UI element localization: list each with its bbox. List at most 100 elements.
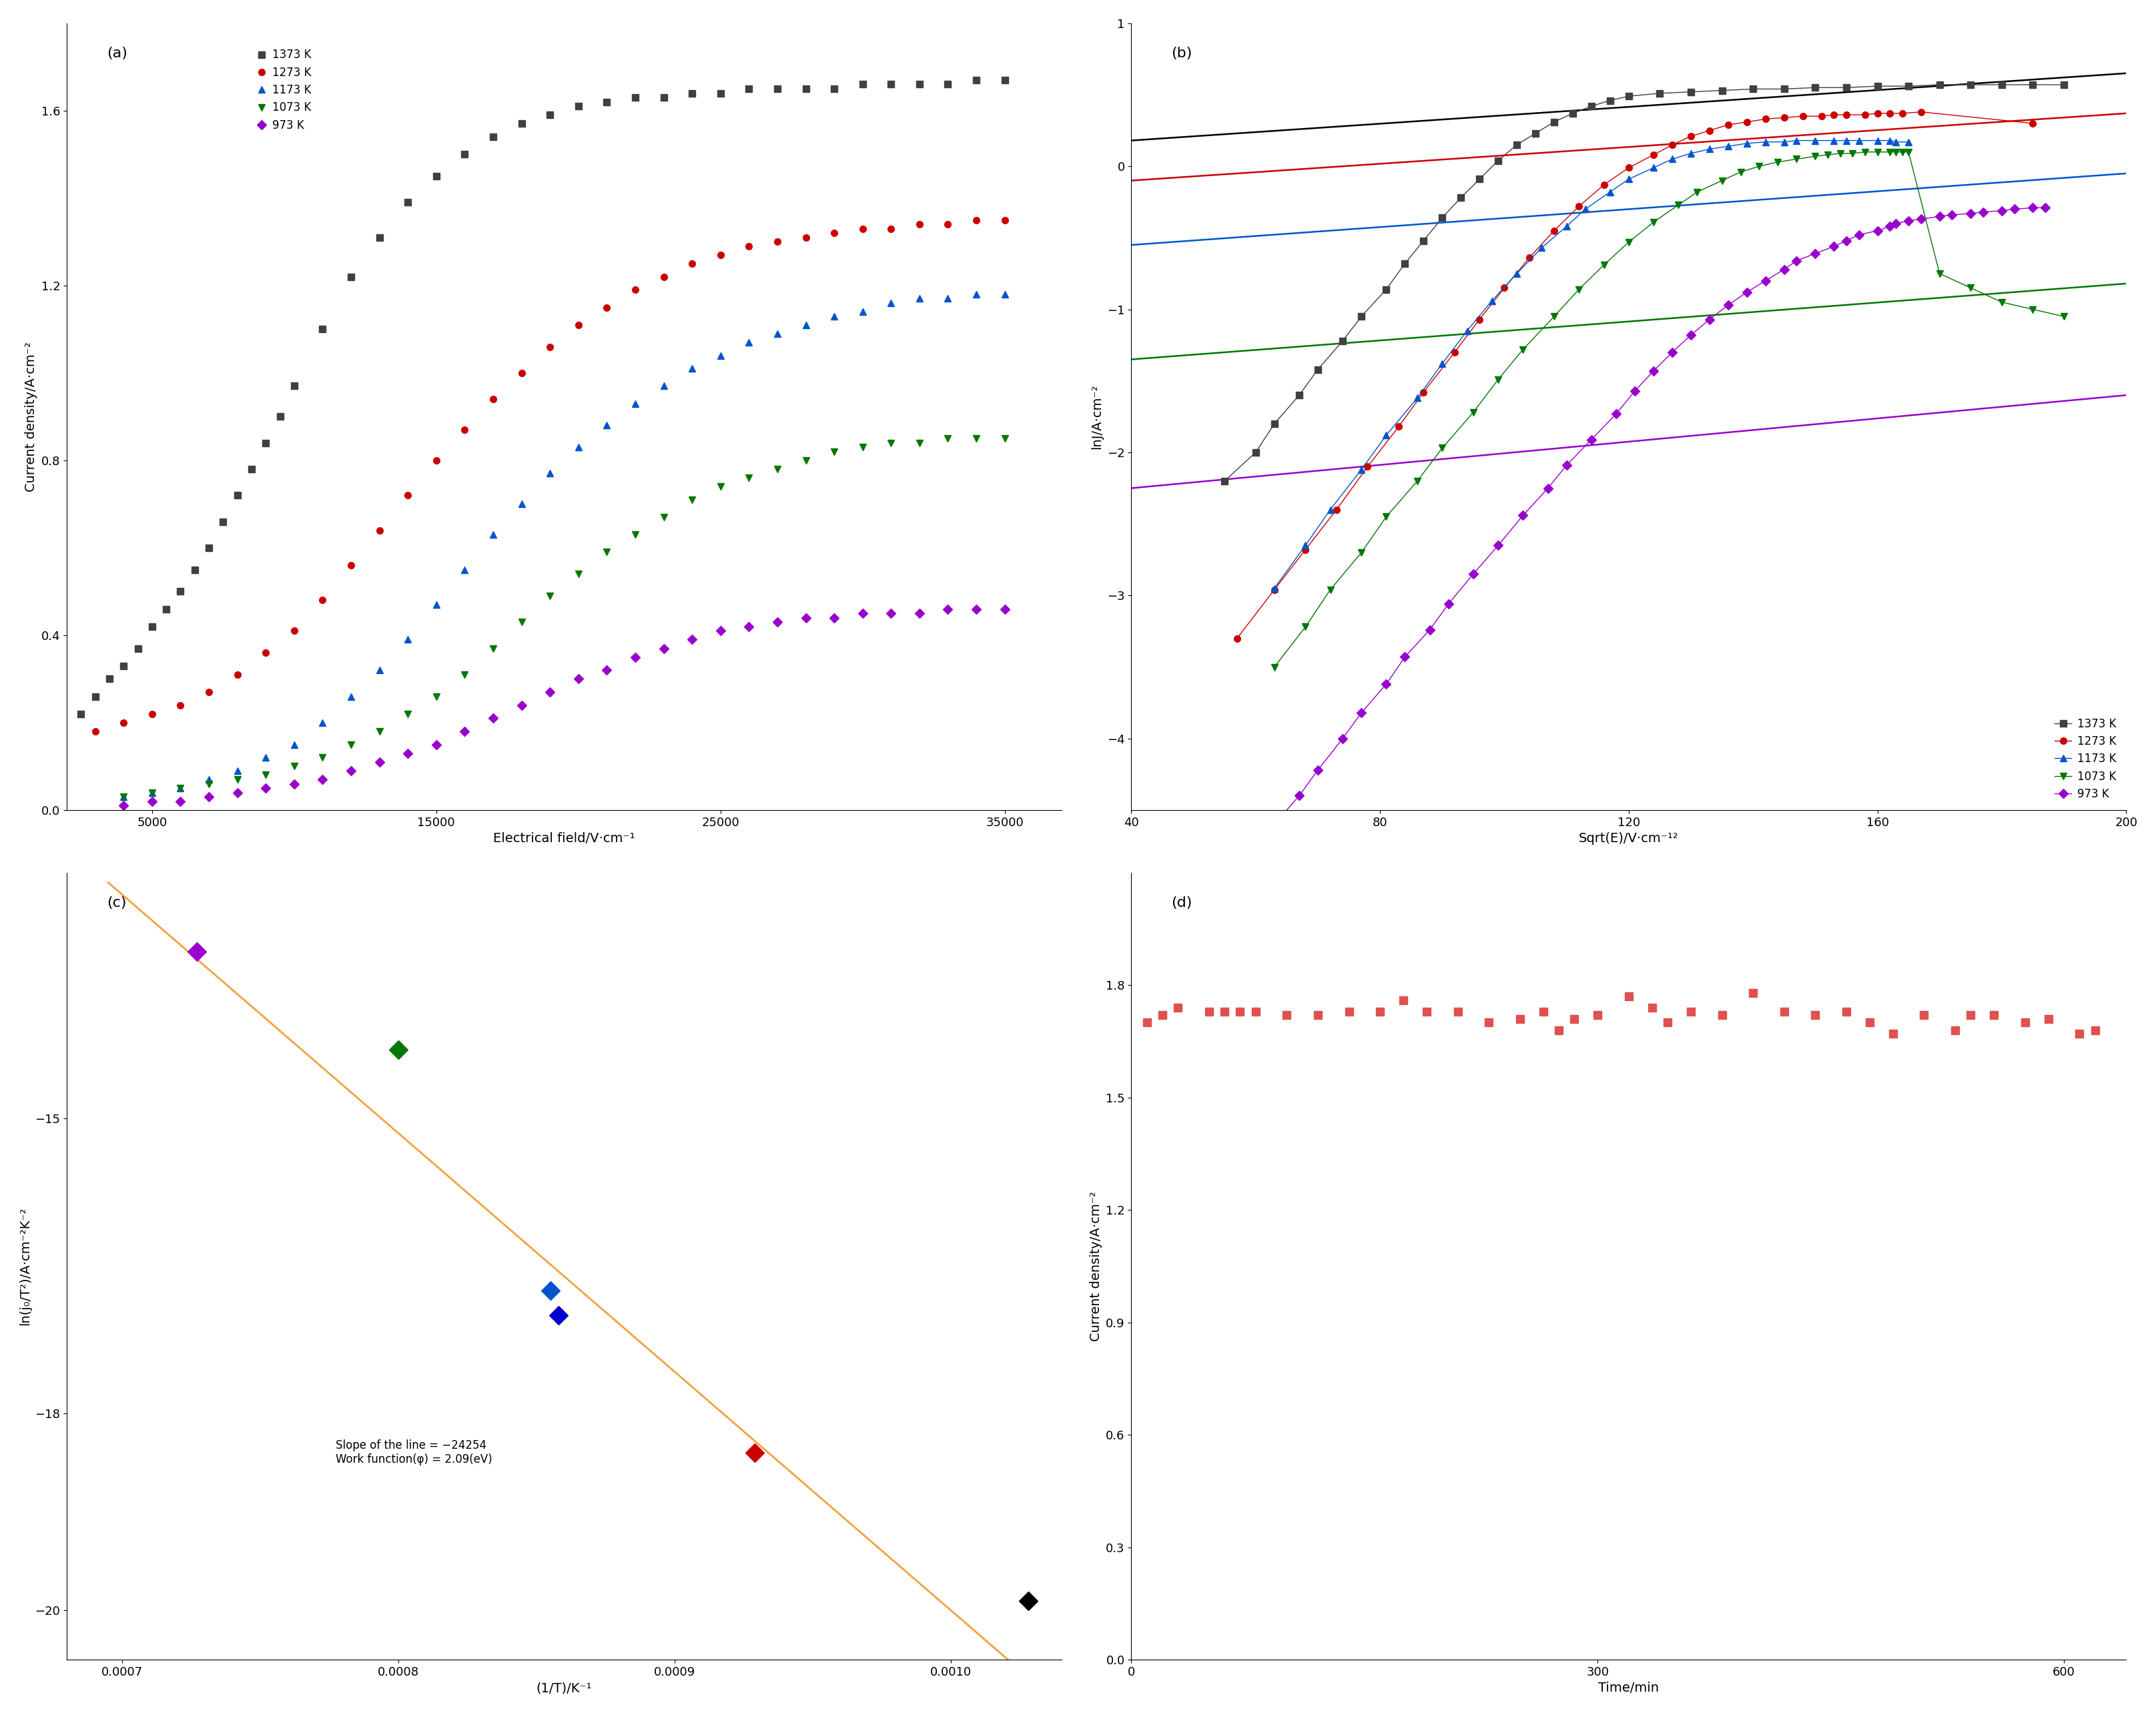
973 K bbox=[1733, 283, 1759, 303]
1373 K bbox=[481, 127, 507, 147]
973 K bbox=[1641, 360, 1667, 380]
1073 K bbox=[623, 524, 649, 545]
973 K bbox=[1846, 224, 1871, 245]
1373 K bbox=[1559, 103, 1585, 123]
1273 K bbox=[1822, 104, 1848, 125]
1273 K bbox=[509, 363, 535, 384]
1373 K bbox=[82, 687, 108, 707]
973 K bbox=[140, 791, 166, 812]
1073 K bbox=[1927, 264, 1953, 284]
Text: Slope of the line = −24254
Work function(φ) = 2.09(eV): Slope of the line = −24254 Work function… bbox=[336, 1439, 492, 1465]
1273 K bbox=[1865, 103, 1891, 123]
1373 K bbox=[252, 433, 278, 454]
1073 K bbox=[565, 564, 591, 584]
1173 K bbox=[453, 560, 479, 581]
1373 K bbox=[765, 79, 791, 99]
1273 K bbox=[992, 209, 1018, 230]
1273 K bbox=[1908, 101, 1934, 122]
1173 K bbox=[1453, 320, 1479, 341]
1173 K bbox=[1572, 199, 1598, 219]
1073 K bbox=[1291, 617, 1317, 637]
1073 K bbox=[906, 433, 931, 454]
1373 K bbox=[1988, 74, 2014, 94]
1173 K bbox=[936, 288, 962, 308]
1073 K bbox=[936, 428, 962, 449]
X-axis label: Electrical field/V·cm⁻¹: Electrical field/V·cm⁻¹ bbox=[494, 833, 636, 845]
1373 K bbox=[395, 192, 420, 212]
1373 K bbox=[906, 74, 931, 94]
1173 K bbox=[992, 284, 1018, 305]
1373 K bbox=[1410, 230, 1436, 250]
1273 K bbox=[280, 620, 306, 641]
1273 K bbox=[1324, 500, 1350, 521]
973 K bbox=[537, 682, 563, 702]
973 K bbox=[1604, 404, 1630, 425]
1273 K bbox=[1516, 248, 1542, 269]
973 K bbox=[992, 598, 1018, 618]
1073 K bbox=[367, 721, 392, 742]
973 K bbox=[252, 778, 278, 798]
1373 K bbox=[1647, 82, 1673, 103]
1073 K bbox=[593, 541, 619, 562]
1073 K bbox=[1802, 146, 1828, 166]
1273 K bbox=[1641, 144, 1667, 164]
973 K bbox=[593, 660, 619, 680]
973 K bbox=[1485, 534, 1511, 555]
973 K bbox=[367, 752, 392, 773]
1373 K bbox=[1304, 360, 1330, 380]
1273 K bbox=[793, 228, 819, 248]
1273 K bbox=[338, 555, 364, 576]
1073 K bbox=[423, 687, 448, 707]
973 K bbox=[1287, 786, 1313, 807]
1273 K bbox=[707, 245, 733, 266]
1173 K bbox=[793, 315, 819, 336]
1073 K bbox=[196, 774, 222, 795]
1273 K bbox=[1291, 540, 1317, 560]
1073 K bbox=[765, 459, 791, 480]
1373 K bbox=[1598, 91, 1623, 111]
1373 K bbox=[1348, 307, 1373, 327]
Line: 1273 K: 1273 K bbox=[93, 216, 1009, 735]
1273 K bbox=[1225, 629, 1250, 649]
1173 K bbox=[877, 293, 903, 313]
1173 K bbox=[849, 301, 875, 322]
1373 K bbox=[1522, 123, 1548, 144]
Y-axis label: ln(j₀/T²)/A·cm⁻²K⁻²: ln(j₀/T²)/A·cm⁻²K⁻² bbox=[19, 1208, 30, 1326]
1273 K bbox=[1492, 278, 1518, 298]
1373 K bbox=[1429, 207, 1455, 228]
1173 K bbox=[1733, 134, 1759, 154]
1373 K bbox=[1261, 413, 1287, 433]
1373 K bbox=[2050, 74, 2076, 94]
1173 K bbox=[1697, 139, 1723, 159]
973 K bbox=[1460, 564, 1485, 584]
1273 K bbox=[1833, 104, 1858, 125]
973 K bbox=[821, 608, 847, 629]
973 K bbox=[2020, 197, 2046, 218]
1273 K bbox=[1660, 135, 1686, 156]
1173 K bbox=[1802, 130, 1828, 151]
1073 K bbox=[1373, 507, 1399, 528]
1173 K bbox=[1878, 130, 1904, 151]
973 K bbox=[1882, 212, 1908, 233]
1273 K bbox=[765, 231, 791, 252]
973 K bbox=[1753, 271, 1779, 291]
973 K bbox=[224, 783, 250, 803]
1273 K bbox=[1852, 104, 1878, 125]
1273 K bbox=[735, 236, 761, 257]
Legend: 1373 K, 1273 K, 1173 K, 1073 K, 973 K: 1373 K, 1273 K, 1173 K, 1073 K, 973 K bbox=[252, 45, 317, 135]
1373 K bbox=[1802, 77, 1828, 98]
1073 K bbox=[481, 637, 507, 658]
1073 K bbox=[1878, 142, 1904, 163]
1273 K bbox=[849, 218, 875, 238]
973 K bbox=[765, 612, 791, 632]
1073 K bbox=[537, 586, 563, 606]
1073 K bbox=[964, 428, 990, 449]
973 K bbox=[509, 695, 535, 716]
1273 K bbox=[423, 451, 448, 471]
1173 K bbox=[1882, 132, 1908, 152]
1373 K bbox=[181, 560, 207, 581]
1173 K bbox=[1716, 135, 1742, 156]
1073 K bbox=[280, 755, 306, 776]
1173 K bbox=[509, 493, 535, 514]
1373 K bbox=[593, 91, 619, 111]
